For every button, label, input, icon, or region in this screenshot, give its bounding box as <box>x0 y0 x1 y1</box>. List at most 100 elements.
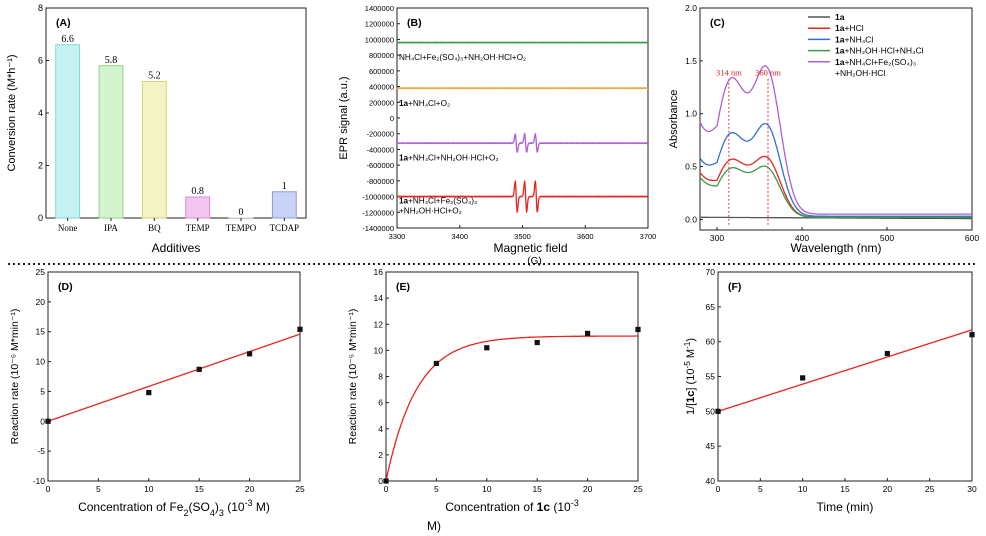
x-axis-title-part: Concentration of Fe <box>78 500 184 514</box>
x-tick-label: 400 <box>795 233 809 243</box>
y-axis-title: Reaction rate (10⁻⁵ M*min⁻¹) <box>9 309 21 445</box>
y-tick-label: 1.0 <box>685 109 697 119</box>
legend-entry: 1a+NH₄Cl+Fe₂(SO₄)₃ <box>835 57 916 67</box>
bar-ipa <box>98 65 124 219</box>
x-tick-label: 3500 <box>514 232 531 241</box>
y-tick-label: 10 <box>36 357 46 367</box>
y-tick-label: 2 <box>378 450 383 460</box>
data-point <box>297 326 303 332</box>
x-tick-label: 600 <box>965 233 979 243</box>
x-axis-title: Time (min) <box>817 500 874 514</box>
x-tick-label: 15 <box>194 484 204 494</box>
y-tick-label: 5 <box>40 386 45 396</box>
epr-annotation-part: +NH₄Cl+Fe₂(SO₄)₃ <box>408 197 477 206</box>
bar-temp <box>185 196 211 219</box>
epr-annotation-part: +NH₄Cl+O₂ <box>408 99 450 108</box>
y-tick-label: 6 <box>378 398 383 408</box>
y-tick-label: -1200000 <box>362 208 394 217</box>
legend-entry-part: +NH₄Cl <box>844 34 873 44</box>
y-tick-label: 20 <box>36 297 46 307</box>
legend-entry-part: 1a <box>835 57 845 67</box>
x-axis-title-part: (10 <box>550 500 571 514</box>
x-tick-label: 20 <box>583 484 593 494</box>
x-tick-label: 5 <box>434 484 439 494</box>
bar-value-label: 1 <box>282 181 287 192</box>
x-tick-label: 25 <box>633 484 643 494</box>
y-tick-label: -400000 <box>366 145 394 154</box>
legend-entry: 1a+NH₄Cl <box>835 34 873 44</box>
bar-bq <box>141 81 167 219</box>
plot-frame <box>45 7 307 219</box>
plot-frame <box>47 271 301 482</box>
x-tick-label: 0 <box>46 484 51 494</box>
panel-e: 0 2 4 6 8 10 12 14 16 0 5 10 15 20 25 (E) Concentration … <box>347 267 643 533</box>
y-axis-title: EPR signal (a.u.) <box>338 76 350 159</box>
x-tick-label: 5 <box>758 484 763 494</box>
epr-annotation: NH₄Cl+Fe₂(SO₄)₃+NH₂OH·HCl+O₂ <box>399 53 526 62</box>
y-tick-label: 0 <box>40 416 45 426</box>
x-category-label: None <box>58 223 78 233</box>
x-category-label: IPA <box>104 223 118 233</box>
y-tick-label: 200000 <box>369 98 394 107</box>
data-point <box>383 478 389 484</box>
y-tick-label: -10 <box>33 476 46 486</box>
epr-series-line <box>396 86 649 90</box>
y-tick-label: 400000 <box>369 83 394 92</box>
x-axis-title-part: 4 <box>210 508 215 518</box>
data-point <box>800 375 806 381</box>
x-axis-title-part: 2 <box>183 508 188 518</box>
epr-annotation-part: +NH₂OH·HCl+O₂ <box>399 207 462 216</box>
y-tick-label: 8 <box>378 372 383 382</box>
legend-entry-part: 1a <box>835 34 845 44</box>
y-axis-title-part: ) <box>685 338 697 342</box>
y-tick-label: 4 <box>378 424 383 434</box>
y-tick-label: 1000000 <box>365 35 394 44</box>
y-tick-label: 0.5 <box>685 162 697 172</box>
y-axis-title-part: M <box>685 349 697 361</box>
x-tick-label: 3600 <box>577 232 594 241</box>
y-tick-label: -1400000 <box>362 224 394 233</box>
epr-annotation-part: 1a <box>399 197 409 206</box>
legend-entry-part: 1a <box>835 46 845 56</box>
x-axis-title-part: 1c <box>537 500 551 514</box>
x-axis-title-part: -3 <box>571 498 579 508</box>
x-tick-label: 25 <box>295 484 305 494</box>
x-tick-label: 0 <box>716 484 721 494</box>
bar-value-label: 5.8 <box>105 55 118 66</box>
x-axis-title-cont: M) <box>427 519 441 533</box>
y-tick-label: -1000000 <box>362 193 394 202</box>
y-tick-label: 50 <box>706 406 716 416</box>
legend-entry-part: 1a <box>835 23 845 33</box>
plot-frame <box>385 271 639 482</box>
epr-annotation-part: +NH₄Cl+NH₂OH·HCl+O₂ <box>408 153 498 162</box>
y-tick-label: 40 <box>706 476 716 486</box>
epr-series-line <box>396 132 649 154</box>
peak-marker-label: 314 nm <box>716 68 742 78</box>
epr-annotation-part: NH₄Cl+Fe₂(SO₄)₃+NH₂OH·HCl+O₂ <box>399 53 526 62</box>
y-tick-label: 600000 <box>369 67 394 76</box>
bar-value-label: 5.2 <box>148 71 161 82</box>
y-axis-title: Absorbance <box>668 90 680 149</box>
peak-marker-label: 360 nm <box>755 68 781 78</box>
y-axis-title-part: -5 <box>683 361 692 369</box>
panel-a: 0 2 4 6 8 (A) 6.6 None 5.8 IPA 5.2 BQ 0.8 TEMP 0 TEMPO 1… <box>6 3 307 255</box>
x-tick-label: 500 <box>880 233 894 243</box>
uv-series-line <box>699 65 972 215</box>
y-tick-label: 800000 <box>369 51 394 60</box>
panel-c: 0.0 0.5 1.0 1.5 2.0 300 400 500 600 (C) 314 nm 360 … <box>668 3 979 255</box>
x-axis-title-part: (10 <box>224 500 245 514</box>
epr-annotation: 1a+NH₄Cl+NH₂OH·HCl+O₂ <box>399 153 499 162</box>
y-tick-label: 1200000 <box>365 20 394 29</box>
y-axis-title: 1/[1c] (10-5 M-1) <box>683 338 698 415</box>
x-axis-title-part: 3 <box>219 508 224 518</box>
legend-entry: 1a+NH₂OH·HCl+NH₄Cl <box>835 46 924 56</box>
uv-series-line <box>699 165 972 218</box>
x-axis-title-part: (SO <box>189 500 210 514</box>
x-tick-label: 10 <box>144 484 154 494</box>
y-axis-title: Reaction rate (10⁻⁵ M*min⁻¹) <box>347 309 359 445</box>
bar-none <box>55 44 81 219</box>
y-axis-title-part: -1 <box>683 341 692 349</box>
x-tick-label: 25 <box>925 484 935 494</box>
legend-entry-part: +NH₂OH·HCl+NH₄Cl <box>844 46 923 56</box>
